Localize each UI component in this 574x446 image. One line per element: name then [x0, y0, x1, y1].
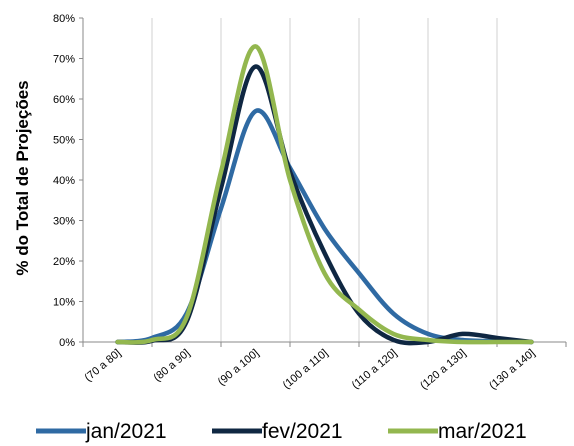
x-tick-label: (120 a 130] [418, 347, 468, 392]
legend-label: mar/2021 [438, 420, 527, 443]
legend-label: fev/2021 [262, 420, 343, 443]
y-tick-label: 30% [53, 216, 75, 228]
y-tick-label: 20% [53, 256, 75, 268]
series-line-2 [115, 64, 534, 346]
series-lines [115, 44, 534, 346]
y-tick-label: 0% [59, 337, 75, 349]
legend-label: jan/2021 [85, 420, 167, 443]
y-axis-label: % do Total de Projeções [13, 80, 32, 275]
x-tick-label: (110 a 120] [350, 347, 400, 391]
x-tick-labels: (70 a 80] (80 a 90] (90 a 100] (100 a 110] (… [82, 347, 537, 392]
y-tick-label: 60% [53, 94, 75, 106]
x-tick-label: (90 a 100] [216, 347, 262, 388]
y-tick-labels: 0% 10% 20% 30% 40% 50% 60% 70% 80% [53, 13, 75, 349]
x-tick-label: (130 a 140] [487, 347, 537, 392]
series-line-1 [115, 108, 534, 345]
gridlines [151, 18, 498, 342]
y-tick-label: 50% [53, 135, 75, 147]
legend: jan/2021 fev/2021 mar/2021 [36, 420, 527, 443]
y-tick-label: 70% [53, 54, 75, 66]
x-tick-label: (100 a 110] [281, 347, 331, 391]
y-tick-label: 40% [53, 175, 75, 187]
series-line-3 [115, 44, 534, 345]
y-tick-label: 10% [53, 297, 75, 309]
y-tick-label: 80% [53, 13, 75, 25]
x-tick-label: (80 a 90] [151, 347, 192, 384]
x-tick-label: (70 a 80] [82, 347, 123, 384]
